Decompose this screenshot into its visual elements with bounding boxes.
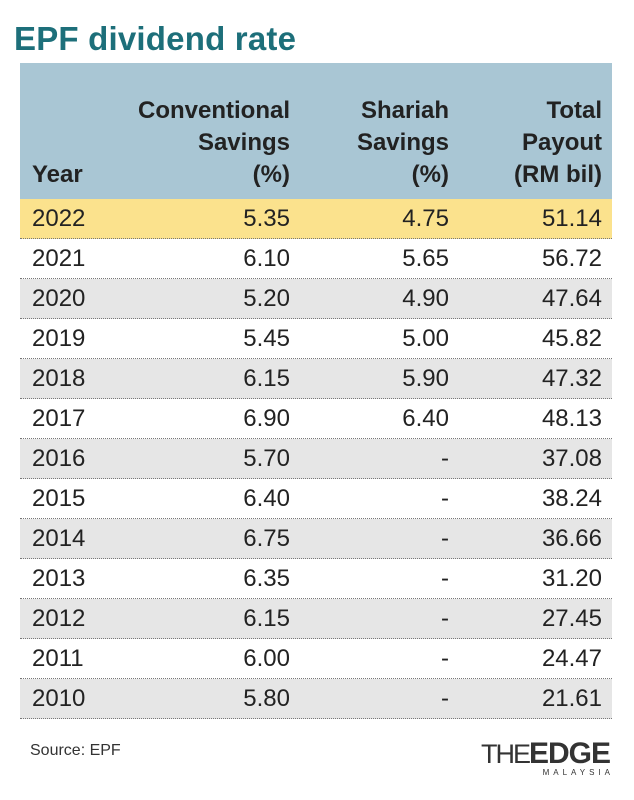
cell-shariah: 4.90: [402, 285, 449, 312]
table-row: 2017 6.90 6.40 48.13: [20, 399, 612, 439]
header-line: (RM bil): [514, 161, 602, 188]
cell-total-payout: 47.64: [541, 285, 602, 312]
cell-conventional: 5.35: [243, 205, 290, 232]
logo-the: THE: [480, 739, 531, 769]
cell-total-payout: 45.82: [541, 325, 602, 352]
cell-conventional: 6.15: [243, 365, 290, 392]
cell-year: 2013: [32, 565, 86, 592]
cell-conventional: 6.40: [243, 485, 290, 512]
cell-conventional: 6.00: [243, 645, 290, 672]
cell-shariah: -: [441, 685, 449, 712]
header-line: Total: [546, 97, 602, 124]
table-row: 2015 6.40 - 38.24: [20, 479, 612, 519]
header-line: Shariah: [360, 97, 449, 124]
cell-total-payout: 27.45: [541, 605, 602, 632]
cell-shariah: -: [441, 645, 449, 672]
cell-year: 2010: [32, 685, 86, 712]
cell-year: 2017: [32, 405, 86, 432]
cell-shariah: -: [441, 445, 449, 472]
header-line: Conventional: [137, 97, 290, 124]
cell-conventional: 5.20: [243, 285, 290, 312]
table-body: 2022 5.35 4.75 51.14 2021 6.10 5.65 56.72 2020 5.…: [20, 199, 612, 719]
cell-total-payout: 37.08: [541, 445, 602, 472]
header-line: Savings: [197, 129, 290, 156]
the-edge-logo: THEEDGE MALAYSIA: [480, 737, 611, 778]
source-note: Source: EPF: [30, 742, 121, 759]
cell-total-payout: 47.32: [541, 365, 602, 392]
cell-year: 2016: [32, 445, 86, 472]
cell-total-payout: 31.20: [541, 565, 602, 592]
header-shariah: Shariah Savings (%): [357, 95, 449, 191]
logo-edge: EDGE: [528, 737, 611, 770]
cell-conventional: 6.10: [243, 245, 290, 272]
cell-year: 2015: [32, 485, 86, 512]
chart-title: EPF dividend rate: [14, 20, 297, 57]
header-conventional: Conventional Savings (%): [138, 95, 290, 191]
table-row: 2014 6.75 - 36.66: [20, 519, 612, 559]
dividend-table: Year Conventional Savings (%) Shariah Savin…: [20, 63, 612, 719]
header-line: Savings: [356, 129, 449, 156]
cell-total-payout: 24.47: [541, 645, 602, 672]
cell-conventional: 5.80: [243, 685, 290, 712]
cell-total-payout: 38.24: [541, 485, 602, 512]
cell-total-payout: 51.14: [541, 205, 602, 232]
cell-year: 2022: [32, 205, 86, 232]
header-line: Payout: [521, 129, 602, 156]
cell-year: 2011: [32, 645, 84, 672]
table-row: 2016 5.70 - 37.08: [20, 439, 612, 479]
table-row: 2021 6.10 5.65 56.72: [20, 239, 612, 279]
cell-shariah: -: [441, 565, 449, 592]
cell-shariah: 6.40: [402, 405, 449, 432]
cell-shariah: 5.90: [402, 365, 449, 392]
table-row: 2012 6.15 - 27.45: [20, 599, 612, 639]
cell-shariah: -: [441, 525, 449, 552]
table-row: 2013 6.35 - 31.20: [20, 559, 612, 599]
header-line: Year: [32, 161, 83, 188]
cell-year: 2020: [32, 285, 86, 312]
cell-shariah: 5.65: [402, 245, 449, 272]
cell-shariah: -: [441, 605, 449, 632]
cell-year: 2014: [32, 525, 86, 552]
cell-conventional: 5.45: [243, 325, 290, 352]
cell-shariah: 5.00: [402, 325, 449, 352]
cell-conventional: 6.15: [243, 605, 290, 632]
cell-shariah: 4.75: [402, 205, 449, 232]
cell-total-payout: 56.72: [541, 245, 602, 272]
cell-conventional: 6.90: [243, 405, 290, 432]
cell-total-payout: 36.66: [541, 525, 602, 552]
cell-year: 2021: [32, 245, 86, 272]
table-header: Year Conventional Savings (%) Shariah Savin…: [20, 63, 612, 199]
table-row: 2019 5.45 5.00 45.82: [20, 319, 612, 359]
table-row: 2020 5.20 4.90 47.64: [20, 279, 612, 319]
header-line: (%): [411, 161, 449, 188]
header-total-payout: Total Payout (RM bil): [514, 95, 602, 191]
cell-total-payout: 48.13: [541, 405, 602, 432]
header-line: (%): [252, 161, 290, 188]
cell-year: 2012: [32, 605, 86, 632]
cell-conventional: 6.35: [243, 565, 290, 592]
table-row: 2010 5.80 - 21.61: [20, 679, 612, 719]
header-year: Year: [32, 159, 83, 191]
cell-year: 2018: [32, 365, 86, 392]
table-row: 2022 5.35 4.75 51.14: [20, 199, 612, 239]
logo-sub: MALAYSIA: [542, 768, 614, 777]
cell-conventional: 6.75: [243, 525, 290, 552]
cell-conventional: 5.70: [243, 445, 290, 472]
cell-year: 2019: [32, 325, 86, 352]
cell-total-payout: 21.61: [541, 685, 602, 712]
table-row: 2011 6.00 - 24.47: [20, 639, 612, 679]
cell-shariah: -: [441, 485, 449, 512]
table-row: 2018 6.15 5.90 47.32: [20, 359, 612, 399]
